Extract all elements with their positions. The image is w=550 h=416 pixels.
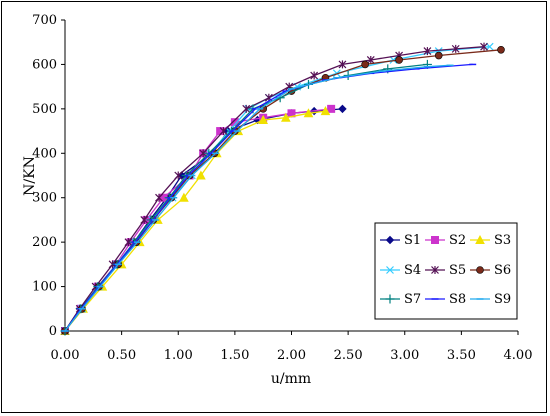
legend-item-s5: S5 [425, 263, 466, 278]
series-line [64, 108, 332, 332]
data-point [320, 106, 331, 116]
legend-item-s9: S9 [470, 292, 511, 307]
x-tick-label: 2.50 [334, 348, 363, 363]
legend-label: S2 [449, 233, 466, 248]
legend-item-s7: S7 [380, 292, 421, 307]
legend-swatch-marker [431, 266, 439, 274]
series-line [64, 46, 485, 332]
data-point [140, 215, 149, 224]
legend-swatch-marker [431, 236, 439, 244]
y-ticks: 0 100 200 300 400 500 600 700 [32, 13, 65, 339]
legend-swatch-marker [385, 294, 395, 304]
data-point [361, 60, 369, 69]
data-point [480, 42, 488, 51]
data-point [258, 114, 269, 124]
data-point [124, 238, 133, 247]
x-ticks: 0.00 0.50 1.00 1.50 2.00 2.50 3.00 3.50 4.00 [51, 331, 533, 363]
data-point [242, 104, 251, 113]
data-point [434, 51, 443, 60]
data-point [179, 192, 189, 202]
data-point [216, 127, 225, 136]
y-tick-label: 700 [32, 13, 57, 28]
y-tick-label: 400 [32, 146, 57, 161]
series-group [60, 42, 505, 336]
y-tick-label: 200 [32, 235, 57, 250]
data-point [281, 112, 291, 122]
x-tick-label: 0.00 [51, 348, 80, 363]
legend: S1 S2 S3 S4 S5 S6 S7 S8 S9 [374, 222, 518, 320]
y-tick-label: 0 [49, 324, 57, 339]
series-line [64, 108, 343, 332]
data-point [219, 127, 228, 136]
data-point [310, 71, 319, 80]
legend-label: S9 [494, 292, 511, 307]
legend-label: S5 [449, 263, 466, 278]
legend-label: S6 [494, 263, 511, 278]
y-tick-label: 300 [32, 191, 57, 206]
legend-swatch-marker [385, 235, 395, 245]
data-point [155, 193, 163, 202]
series-line [64, 63, 428, 332]
legend-swatch-marker [386, 266, 394, 274]
legend-label: S7 [404, 292, 421, 307]
x-tick-label: 1.00 [164, 348, 193, 363]
series-s2 [61, 104, 336, 335]
x-tick-label: 3.50 [447, 348, 476, 363]
data-point [423, 47, 432, 56]
legend-item-s8: S8 [425, 292, 466, 307]
x-tick-label: 4.00 [504, 348, 533, 363]
data-point [389, 56, 398, 64]
series-s1 [60, 104, 347, 336]
data-point [174, 171, 183, 180]
legend-label: S1 [404, 233, 421, 248]
series-s9 [61, 64, 454, 332]
data-point [230, 118, 239, 127]
legend-swatch-marker [476, 266, 484, 274]
data-point [485, 42, 494, 51]
legend-box [374, 222, 518, 320]
legend-item-s3: S3 [470, 233, 511, 248]
data-point [196, 170, 206, 180]
data-point [327, 104, 336, 113]
data-point [199, 149, 208, 158]
data-point [451, 44, 460, 53]
data-point [338, 104, 347, 114]
legend-item-s1: S1 [380, 233, 421, 248]
legend-label: S3 [494, 233, 511, 248]
series-line [64, 110, 326, 332]
y-tick-label: 500 [32, 102, 57, 117]
x-tick-label: 2.00 [277, 348, 306, 363]
data-point [338, 60, 347, 69]
y-axis-label: N/KN [22, 156, 38, 196]
legend-item-s2: S2 [425, 233, 466, 248]
legend-item-s4: S4 [380, 263, 421, 278]
data-point [303, 108, 314, 118]
series-s3 [60, 106, 331, 335]
legend-label: S4 [404, 263, 421, 278]
data-point [497, 45, 505, 54]
x-tick-label: 0.50 [107, 348, 136, 363]
y-tick-label: 600 [32, 57, 57, 72]
data-point [366, 55, 375, 64]
legend-item-s6: S6 [470, 263, 511, 278]
series-line [64, 64, 451, 332]
x-axis-label: u/mm [271, 371, 311, 387]
y-tick-label: 100 [32, 280, 57, 295]
data-point [395, 56, 403, 64]
x-tick-label: 1.50 [220, 348, 249, 363]
legend-label: S8 [449, 292, 466, 307]
x-tick-label: 3.00 [390, 348, 419, 363]
legend-swatch-marker [475, 234, 485, 244]
